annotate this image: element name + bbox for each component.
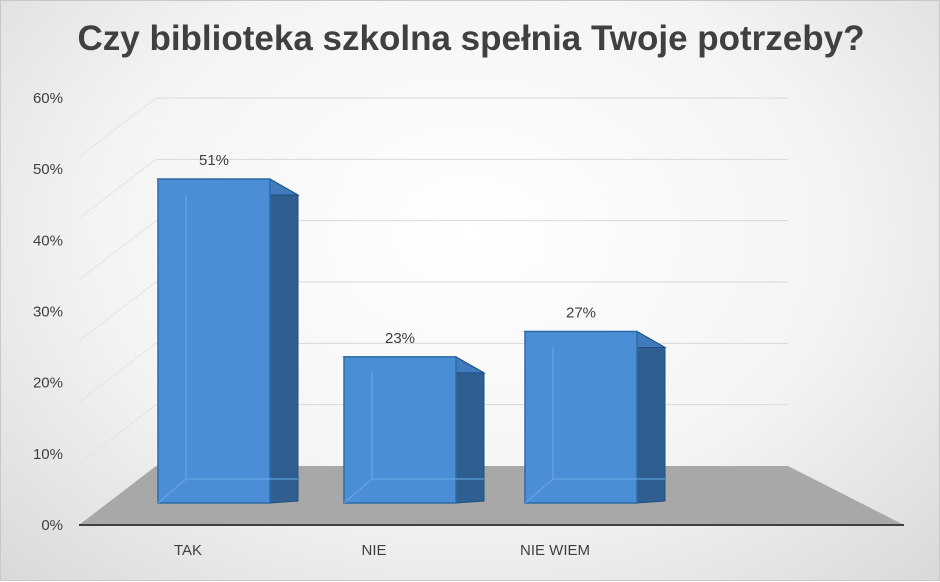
category-label: NIE [361,542,386,559]
side-gridline [78,158,157,219]
side-gridline [78,220,157,281]
chart-title: Czy biblioteka szkolna spełnia Twoje pot… [77,19,865,58]
bar-inner-edge [524,478,554,504]
y-tick-label: 10% [33,446,63,463]
bar-side [269,178,299,504]
y-tick-label: 40% [33,232,63,249]
bar-inner-edge [157,478,187,504]
bar [157,178,271,504]
data-label: 27% [566,304,596,321]
data-label: 23% [385,330,415,347]
y-tick-label: 60% [33,90,63,107]
side-gridline [78,342,157,403]
category-label: NIE WIEM [520,542,590,559]
bar-side [636,330,666,504]
data-label: 51% [199,152,229,169]
category-label: TAK [174,542,202,559]
bar [343,356,457,504]
bar-side [455,356,485,504]
bar-inner-edge [343,478,373,504]
y-tick-label: 20% [33,375,63,392]
y-tick-label: 0% [41,517,63,534]
bar [524,330,638,504]
y-tick-label: 30% [33,304,63,321]
side-gridline [78,97,157,158]
side-gridline [78,281,157,342]
y-tick-label: 50% [33,161,63,178]
side-gridline [78,404,157,465]
